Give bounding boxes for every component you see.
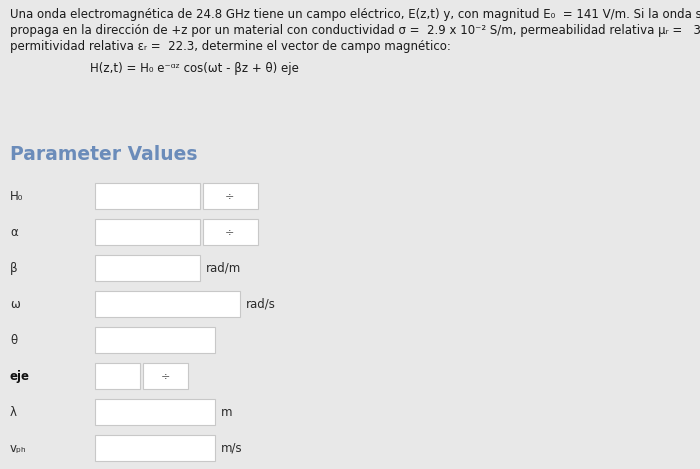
FancyBboxPatch shape bbox=[203, 183, 258, 209]
Text: permitividad relativa εᵣ =  22.3, determine el vector de campo magnético:: permitividad relativa εᵣ = 22.3, determi… bbox=[10, 40, 451, 53]
Text: ÷: ÷ bbox=[160, 371, 169, 381]
Text: β: β bbox=[10, 262, 18, 274]
Text: H(z,t) = H₀ e⁻ᵅᶻ cos(ωt - βz + θ) eje: H(z,t) = H₀ e⁻ᵅᶻ cos(ωt - βz + θ) eje bbox=[90, 62, 299, 75]
FancyBboxPatch shape bbox=[203, 219, 258, 245]
Text: Parameter Values: Parameter Values bbox=[10, 145, 197, 164]
FancyBboxPatch shape bbox=[95, 291, 240, 317]
Text: eje: eje bbox=[10, 370, 30, 383]
FancyBboxPatch shape bbox=[95, 183, 200, 209]
Text: α: α bbox=[10, 226, 18, 239]
Text: m: m bbox=[221, 406, 232, 418]
Text: m/s: m/s bbox=[221, 441, 243, 454]
FancyBboxPatch shape bbox=[95, 219, 200, 245]
Text: rad/m: rad/m bbox=[206, 262, 241, 274]
FancyBboxPatch shape bbox=[95, 363, 140, 389]
FancyBboxPatch shape bbox=[95, 255, 200, 281]
FancyBboxPatch shape bbox=[95, 399, 215, 425]
Text: H₀: H₀ bbox=[10, 189, 23, 203]
Text: ω: ω bbox=[10, 297, 20, 310]
Text: rad/s: rad/s bbox=[246, 297, 276, 310]
Text: Una onda electromagnética de 24.8 GHz tiene un campo eléctrico, E(z,t) y, con ma: Una onda electromagnética de 24.8 GHz ti… bbox=[10, 8, 700, 21]
FancyBboxPatch shape bbox=[95, 435, 215, 461]
FancyBboxPatch shape bbox=[143, 363, 188, 389]
Text: vₚₕ: vₚₕ bbox=[10, 441, 27, 454]
FancyBboxPatch shape bbox=[95, 327, 215, 353]
Text: propaga en la dirección de +z por un material con conductividad σ =  2.9 x 10⁻² : propaga en la dirección de +z por un mat… bbox=[10, 24, 700, 37]
Text: ÷: ÷ bbox=[225, 191, 234, 201]
Text: ÷: ÷ bbox=[225, 227, 234, 237]
Text: λ: λ bbox=[10, 406, 17, 418]
Text: θ: θ bbox=[10, 333, 17, 347]
